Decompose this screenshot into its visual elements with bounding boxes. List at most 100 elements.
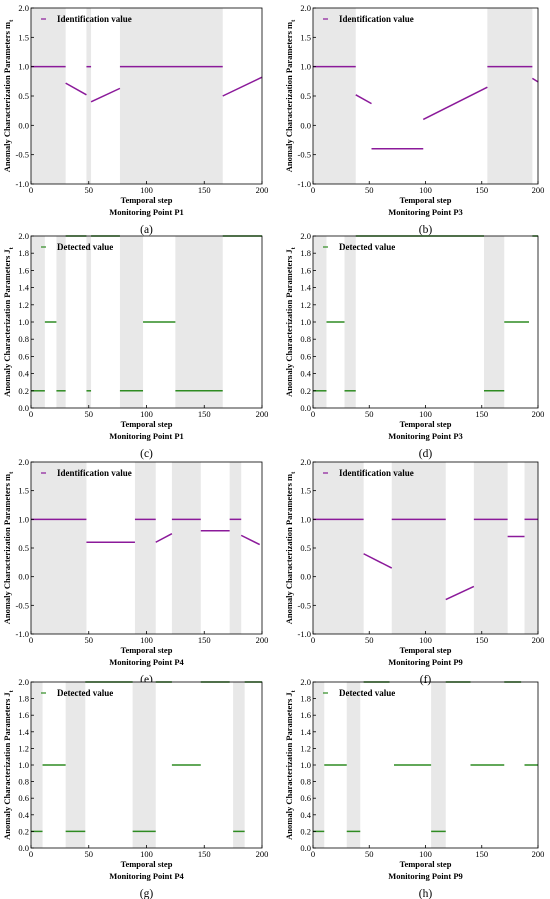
y-tick-label: 1.2	[300, 300, 311, 310]
y-axis-label-subscript: t	[8, 19, 15, 22]
x-tick-label: 0	[29, 409, 33, 419]
shaded-region	[56, 236, 66, 408]
shaded-region	[346, 682, 361, 848]
y-tick-label: 0.8	[300, 777, 311, 787]
x-tick-label: 200	[532, 185, 545, 195]
x-tick-label: 200	[256, 849, 269, 859]
legend-label: Identification value	[57, 468, 132, 478]
y-axis-label-subscript: t	[290, 246, 297, 249]
x-tick-label: 150	[198, 635, 211, 645]
y-tick-label: 0.8	[18, 777, 29, 787]
x-tick-label: 0	[311, 185, 315, 195]
y-axis-label: Anomaly Characterization Parameters Jt	[2, 689, 15, 840]
shaded-region	[31, 462, 87, 634]
panel-subtitle: Monitoring Point P9	[388, 657, 463, 667]
y-axis-label-subscript: t	[8, 689, 15, 692]
y-tick-label: 1.2	[18, 300, 29, 310]
x-tick-label: 150	[198, 409, 211, 419]
y-tick-label: 1.0	[18, 514, 29, 524]
y-tick-label: 1.8	[18, 248, 29, 258]
x-tick-label: 0	[311, 635, 315, 645]
chart-panel-e: 0 50 100 150 200 -1.0 -0.5 0.0 0.5 1.0 1.5 2.0 Ident…	[2, 457, 268, 686]
y-tick-label: 0.4	[18, 810, 29, 820]
y-tick-label: 0.0	[300, 843, 311, 853]
y-axis-label: Anomaly Characterization Parameters Jt	[284, 689, 297, 840]
y-tick-label: 1.8	[300, 694, 311, 704]
y-tick-label: 0.0	[18, 572, 29, 582]
panel-subtitle: Monitoring Point P4	[109, 657, 184, 667]
y-tick-label: 1.0	[300, 514, 311, 524]
legend-label: Detected value	[57, 242, 113, 252]
panel-subtitle: Monitoring Point P9	[388, 871, 463, 881]
data-segment	[65, 82, 87, 96]
x-tick-label: 150	[475, 849, 488, 859]
panel-caption: (h)	[419, 888, 433, 899]
x-tick-label: 200	[532, 635, 545, 645]
panel-subtitle: Monitoring Point P3	[388, 207, 463, 217]
x-tick-label: 200	[256, 185, 269, 195]
chart-panel-d: 0 50 100 150 200 0.0 0.2 0.4 0.6 0.8 1.0 1.2 1.4 1.6 1…	[284, 231, 544, 460]
y-tick-label: 1.6	[18, 710, 29, 720]
panel-caption: (g)	[140, 888, 154, 899]
y-tick-label: 1.5	[300, 486, 311, 496]
y-tick-label: 1.4	[300, 727, 311, 737]
y-axis-label-main: Anomaly Characterization Parameters J	[284, 692, 294, 840]
shaded-region	[487, 8, 533, 184]
data-segment	[445, 585, 475, 601]
x-tick-label: 0	[311, 409, 315, 419]
y-axis-label-main: Anomaly Characterization Parameters J	[2, 692, 12, 840]
shaded-region	[65, 682, 86, 848]
y-tick-label: 2.0	[18, 677, 29, 687]
x-tick-label: 50	[85, 185, 94, 195]
y-tick-label: 0.8	[18, 334, 29, 344]
x-tick-label: 0	[29, 635, 33, 645]
y-tick-label: 0.8	[300, 334, 311, 344]
x-tick-label: 200	[256, 409, 269, 419]
shaded-region	[119, 236, 144, 408]
shaded-region	[134, 462, 156, 634]
x-axis-label: Temporal step	[400, 195, 452, 205]
y-tick-label: 1.0	[18, 62, 29, 72]
y-tick-label: -1.0	[298, 629, 311, 639]
y-tick-label: 1.2	[300, 743, 311, 753]
y-axis-label: Anomaly Characterization Parameters Jt	[2, 246, 15, 397]
y-axis-label-main: Anomaly Characterization Parameters J	[2, 249, 12, 397]
panel-subtitle: Monitoring Point P1	[109, 431, 184, 441]
y-tick-label: -1.0	[16, 179, 29, 189]
x-tick-label: 0	[311, 849, 315, 859]
panel-subtitle: Monitoring Point P4	[109, 871, 184, 881]
y-tick-label: 0.0	[300, 572, 311, 582]
panel-caption: (c)	[140, 448, 153, 460]
shaded-region	[233, 682, 245, 848]
y-axis-label-main: Anomaly Characterization Parameters m	[284, 474, 294, 624]
x-tick-label: 100	[419, 409, 432, 419]
x-tick-label: 200	[256, 635, 269, 645]
y-axis-label-main: Anomaly Characterization Parameters m	[2, 474, 12, 624]
y-tick-label: 1.0	[300, 317, 311, 327]
shaded-region	[473, 462, 508, 634]
x-tick-label: 50	[365, 635, 374, 645]
y-tick-label: 0.6	[300, 793, 311, 803]
legend-label: Identification value	[339, 468, 414, 478]
x-tick-label: 100	[140, 185, 153, 195]
shaded-region	[132, 682, 156, 848]
y-tick-label: 1.6	[300, 265, 311, 275]
shaded-region	[524, 462, 538, 634]
y-tick-label: 1.4	[18, 283, 29, 293]
y-tick-label: 1.4	[18, 727, 29, 737]
shaded-region	[86, 8, 92, 184]
panel-caption: (f)	[420, 674, 432, 686]
y-tick-label: 0.6	[18, 793, 29, 803]
shaded-region	[31, 8, 66, 184]
x-axis-label: Temporal step	[400, 645, 452, 655]
y-tick-label: -1.0	[16, 629, 29, 639]
x-tick-label: 100	[419, 849, 432, 859]
y-tick-label: 0.0	[18, 403, 29, 413]
y-tick-label: 2.0	[300, 677, 311, 687]
x-tick-label: 0	[29, 185, 33, 195]
x-axis-label: Temporal step	[400, 419, 452, 429]
x-tick-label: 100	[140, 409, 153, 419]
y-tick-label: 1.8	[18, 694, 29, 704]
data-segment	[222, 76, 263, 97]
